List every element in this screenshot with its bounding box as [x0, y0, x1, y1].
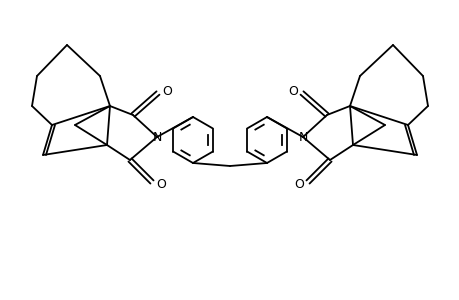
Text: O: O — [287, 85, 297, 98]
Text: N: N — [298, 130, 307, 143]
Text: O: O — [293, 178, 303, 190]
Text: O: O — [162, 85, 172, 98]
Text: N: N — [152, 130, 161, 143]
Text: O: O — [156, 178, 166, 190]
